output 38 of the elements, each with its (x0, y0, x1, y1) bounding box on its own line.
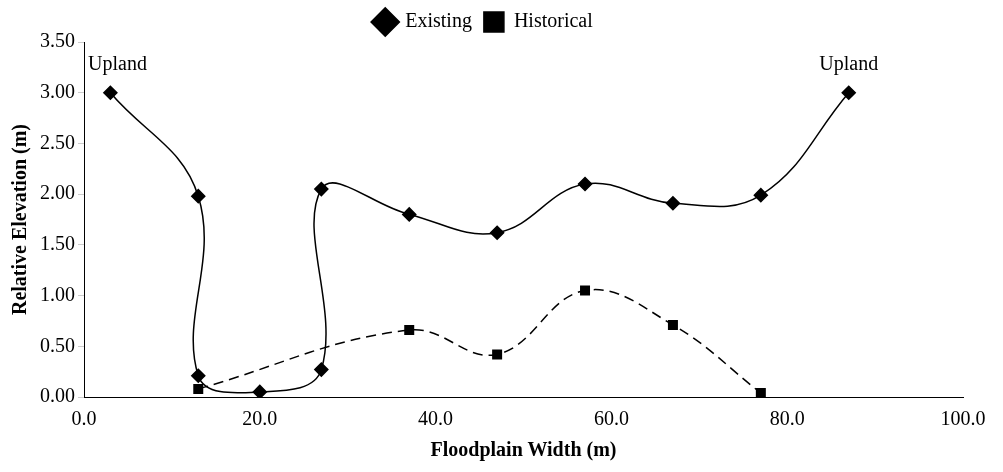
y-tick-label: 0.50 (40, 333, 75, 356)
point (580, 285, 591, 296)
x-axis-title: Floodplain Width (m) (430, 438, 617, 462)
x-tick-label: 20.0 (242, 407, 278, 430)
y-tick-label: 2.50 (40, 130, 75, 153)
annotation: Upland (819, 51, 879, 75)
point (314, 362, 329, 377)
point (667, 319, 678, 330)
y-tick-label: 3.50 (40, 29, 75, 52)
point (193, 383, 204, 394)
point (753, 187, 769, 203)
point (755, 387, 766, 397)
point (577, 176, 593, 192)
x-tick-label: 0.0 (71, 407, 97, 430)
x-tick-label: 100.0 (940, 407, 986, 430)
point (191, 368, 206, 383)
y-tick-label: 0.00 (40, 384, 75, 407)
point (489, 225, 505, 240)
annotation: Upland (87, 51, 147, 75)
point (665, 196, 681, 211)
point (841, 85, 856, 100)
point (191, 188, 206, 204)
y-tick-label: 2.00 (40, 181, 75, 204)
x-tick-label: 80.0 (769, 407, 805, 430)
x-tick-label: 40.0 (418, 407, 454, 430)
y-tick-label: 1.00 (40, 282, 75, 305)
y-tick-label: 3.00 (40, 79, 75, 102)
y-tick-label: 1.50 (40, 232, 75, 255)
point (492, 349, 503, 360)
point (252, 384, 268, 397)
x-tick-label: 60.0 (593, 407, 629, 430)
point (404, 325, 415, 336)
point (401, 207, 417, 222)
legend-label: Historical (513, 9, 594, 32)
point (103, 85, 118, 100)
legend-label: Existing (405, 9, 472, 33)
point (314, 181, 329, 197)
y-axis-title: Relative Elevation (m) (8, 123, 32, 316)
